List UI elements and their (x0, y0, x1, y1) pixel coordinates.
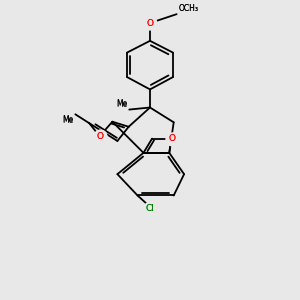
Text: Cl: Cl (146, 204, 154, 213)
Text: O: O (96, 132, 103, 141)
Text: OCH₃: OCH₃ (178, 4, 198, 13)
Text: Me: Me (63, 115, 74, 124)
Text: Me: Me (63, 116, 74, 125)
Text: OCH₃: OCH₃ (178, 4, 198, 13)
Text: O: O (168, 134, 175, 143)
Text: Me: Me (116, 99, 128, 108)
Text: O: O (146, 19, 154, 28)
Text: Me: Me (116, 100, 128, 109)
Text: Cl: Cl (146, 204, 154, 213)
Text: O: O (168, 134, 175, 143)
Text: O: O (146, 19, 154, 28)
Text: O: O (96, 132, 103, 141)
